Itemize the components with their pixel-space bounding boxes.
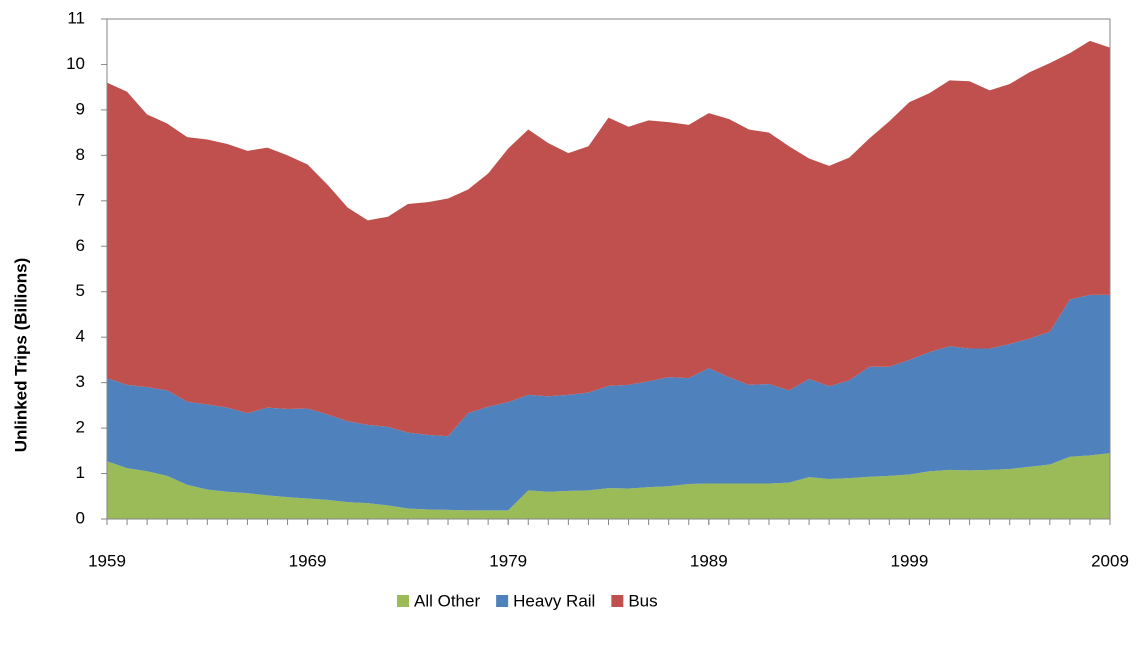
x-tick-label: 1969 — [289, 551, 327, 570]
y-tick-label: 2 — [76, 418, 85, 437]
y-tick-label: 8 — [76, 145, 85, 164]
area — [107, 40, 1110, 437]
y-tick-label: 1 — [76, 463, 85, 482]
y-tick-label: 6 — [76, 236, 85, 255]
legend-swatch — [611, 595, 624, 607]
x-tick-label: 1999 — [890, 551, 928, 570]
y-tick-label: 9 — [76, 99, 85, 118]
y-tick-label: 4 — [76, 327, 85, 346]
x-tick-label: 1989 — [690, 551, 728, 570]
y-tick-label: 11 — [67, 8, 85, 27]
legend-swatch — [496, 595, 509, 607]
x-tick-label: 1979 — [489, 551, 527, 570]
area — [107, 453, 1110, 519]
y-axis-label: Unlinked Trips (Billions) — [11, 258, 30, 453]
area — [107, 294, 1110, 511]
y-tick-label: 5 — [76, 281, 85, 300]
legend-label: Bus — [628, 591, 657, 610]
x-tick-label: 1959 — [88, 551, 126, 570]
x-tick-label: 2009 — [1091, 551, 1129, 570]
y-tick-label: 10 — [66, 54, 85, 73]
y-tick-label: 0 — [76, 508, 85, 527]
legend-swatch — [397, 595, 409, 607]
y-tick-label: 7 — [76, 190, 85, 209]
legend-label: All Other — [414, 591, 480, 610]
legend-label: Heavy Rail — [513, 591, 595, 610]
y-tick-label: 3 — [76, 372, 85, 391]
